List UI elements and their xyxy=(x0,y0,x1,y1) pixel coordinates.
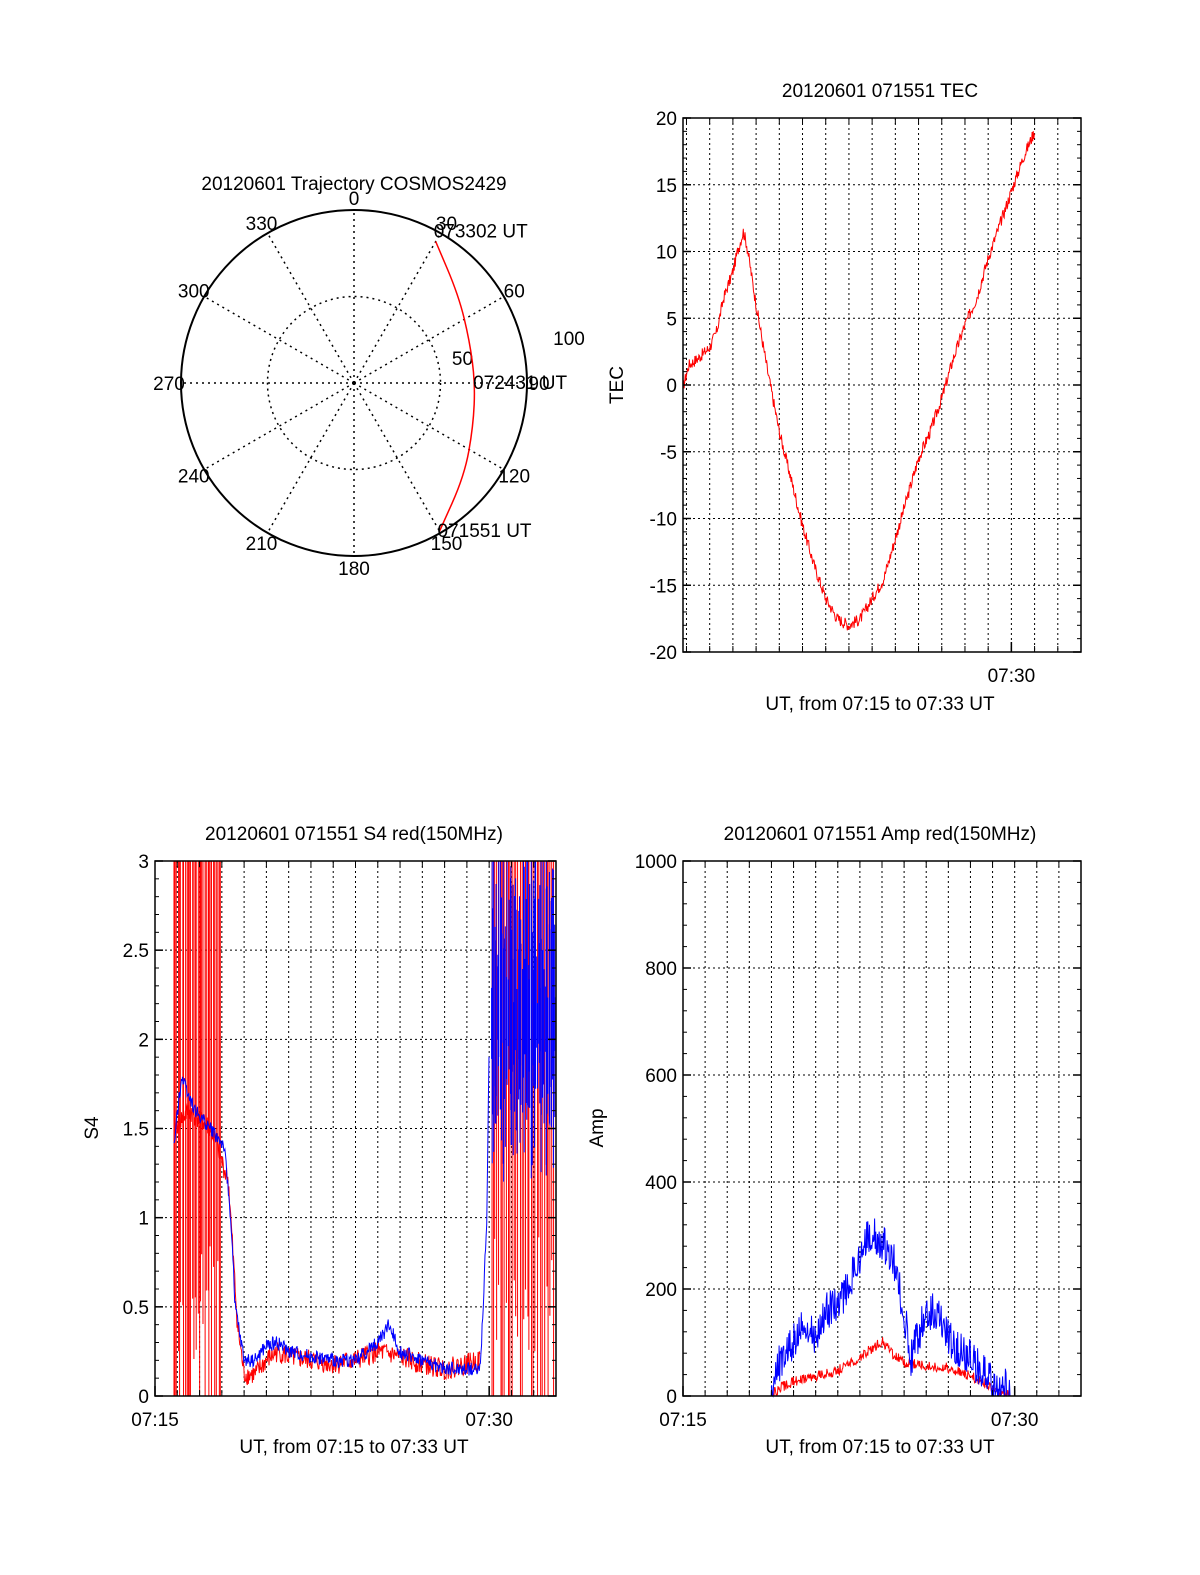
polar-spoke-150 xyxy=(353,382,442,534)
x-tick-label: 07:30 xyxy=(991,1410,1039,1431)
polar-annotations: 073302 UT 072431 UT 071551 UT xyxy=(434,222,568,543)
polar-radial-labels: 50 100 xyxy=(452,329,585,370)
azimuth-tick-label: 180 xyxy=(338,559,370,580)
tec-panel: 20120601 071551 TEC -20 -15 -10 -5 0 5 10 15 20 0… xyxy=(607,81,1082,715)
y-tick-label: 400 xyxy=(645,1173,677,1194)
amp-plot-area: 0 200 400 600 800 1000 07:15 07:30 xyxy=(635,852,1082,1431)
azimuth-tick-label: 60 xyxy=(504,282,525,303)
azimuth-tick-label: 300 xyxy=(178,282,210,303)
tec-title: 20120601 071551 TEC xyxy=(782,81,978,102)
x-tick-label: 07:30 xyxy=(465,1410,513,1431)
y-tick-label: 2.5 xyxy=(123,941,149,962)
polar-title: 20120601 Trajectory COSMOS2429 xyxy=(201,174,506,195)
azimuth-tick-label: 330 xyxy=(246,214,278,235)
y-tick-label: 5 xyxy=(666,309,677,330)
y-tick-label: 600 xyxy=(645,1066,677,1087)
x-tick-label: 07:15 xyxy=(659,1410,707,1431)
y-tick-label: 20 xyxy=(656,109,677,130)
y-tick-label: -15 xyxy=(650,576,677,597)
y-tick-label: 800 xyxy=(645,959,677,980)
trajectory-time-label: 072431 UT xyxy=(473,373,567,394)
y-tick-label: 0 xyxy=(666,1387,677,1408)
amp-panel: 20120601 071551 Amp red(150MHz) 0 200 400 6… xyxy=(587,824,1082,1458)
azimuth-tick-label: 0 xyxy=(349,189,360,210)
amp-title: 20120601 071551 Amp red(150MHz) xyxy=(724,824,1037,845)
polar-spoke-210 xyxy=(266,382,355,534)
series-line-red xyxy=(682,131,1035,631)
polar-ring-50 xyxy=(266,295,442,471)
trajectory-line xyxy=(435,241,476,532)
series-line-blue xyxy=(701,1218,1081,1398)
trajectory-time-label: 073302 UT xyxy=(434,222,528,243)
series-line-red xyxy=(701,1337,1081,1397)
y-tick-label: 0.5 xyxy=(123,1298,149,1319)
azimuth-tick-label: 90 xyxy=(528,374,549,395)
x-tick-label: 07:15 xyxy=(131,1410,179,1431)
y-tick-label: 1 xyxy=(138,1209,149,1230)
s4-plot-area: 0 0.5 1 1.5 2 2.5 3 07:15 07:30 xyxy=(123,852,557,1431)
polar-spoke-330 xyxy=(266,232,355,384)
s4-x-axis-label: UT, from 07:15 to 07:33 UT xyxy=(239,1437,469,1458)
y-tick-label: 10 xyxy=(656,243,677,264)
s4-y-axis-label: S4 xyxy=(82,1116,103,1140)
azimuth-tick-label: 210 xyxy=(246,534,278,555)
trajectory-time-label: 071551 UT xyxy=(438,521,532,542)
y-tick-label: 15 xyxy=(656,176,677,197)
polar-spoke-240 xyxy=(203,382,355,471)
tec-x-axis-label: UT, from 07:15 to 07:33 UT xyxy=(765,694,995,715)
y-tick-label: 1000 xyxy=(635,852,677,873)
polar-azimuth-labels: 0 30 60 90 120 150 180 210 240 270 300 330 xyxy=(153,189,549,580)
polar-spoke-300 xyxy=(203,295,355,384)
y-tick-label: 3 xyxy=(138,852,149,873)
radial-tick-label: 50 xyxy=(452,349,473,370)
tec-plot-area: -20 -15 -10 -5 0 5 10 15 20 07:30 xyxy=(650,109,1082,687)
y-tick-label: -5 xyxy=(660,443,677,464)
y-tick-label: -10 xyxy=(650,510,677,531)
polar-grid xyxy=(181,210,527,556)
tec-y-axis-label: TEC xyxy=(607,366,628,404)
polar-spoke-60 xyxy=(353,295,505,384)
x-tick-label: 07:30 xyxy=(988,666,1036,687)
amp-x-axis-label: UT, from 07:15 to 07:33 UT xyxy=(765,1437,995,1458)
azimuth-tick-label: 150 xyxy=(431,534,463,555)
y-tick-label: 1.5 xyxy=(123,1120,149,1141)
plot-frame xyxy=(682,117,1082,653)
azimuth-tick-label: 270 xyxy=(153,374,185,395)
s4-panel: 20120601 071551 S4 red(150MHz) 0 0.5 1 1.5 2… xyxy=(82,824,557,1458)
y-tick-label: 200 xyxy=(645,1280,677,1301)
y-tick-label: 0 xyxy=(138,1387,149,1408)
series-line-blue xyxy=(173,1056,490,1376)
polar-spoke-30 xyxy=(353,232,442,384)
polar-series xyxy=(435,241,476,532)
polar-spoke-120 xyxy=(353,382,505,471)
azimuth-tick-label: 30 xyxy=(436,214,457,235)
azimuth-tick-label: 120 xyxy=(498,467,530,488)
y-tick-label: 0 xyxy=(666,376,677,397)
polar-outer-circle xyxy=(180,209,528,557)
amp-y-axis-label: Amp xyxy=(587,1108,608,1147)
radial-tick-label: 100 xyxy=(553,329,585,350)
s4-title: 20120601 071551 S4 red(150MHz) xyxy=(205,824,503,845)
y-tick-label: 2 xyxy=(138,1030,149,1051)
azimuth-tick-label: 240 xyxy=(178,467,210,488)
polar-trajectory-panel: 20120601 Trajectory COSMOS2429 0 30 60 90 12… xyxy=(153,174,585,580)
y-tick-label: -20 xyxy=(650,643,677,664)
